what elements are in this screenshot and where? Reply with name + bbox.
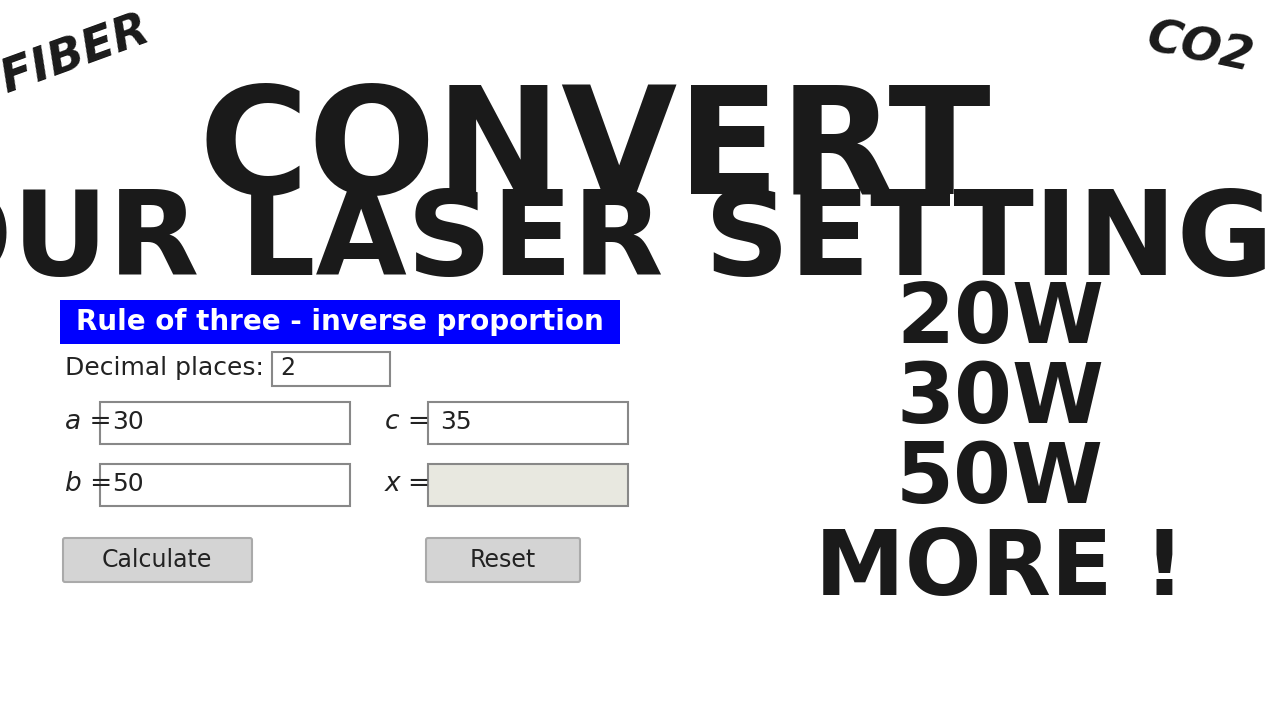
Text: Rule of three - inverse proportion: Rule of three - inverse proportion bbox=[76, 308, 604, 336]
Text: YOUR LASER SETTINGS: YOUR LASER SETTINGS bbox=[0, 185, 1280, 300]
Text: 30W: 30W bbox=[896, 359, 1103, 441]
Text: b =: b = bbox=[65, 471, 113, 497]
Text: 50W: 50W bbox=[896, 439, 1103, 521]
FancyBboxPatch shape bbox=[426, 538, 580, 582]
Text: 20W: 20W bbox=[896, 279, 1103, 361]
FancyBboxPatch shape bbox=[60, 300, 620, 344]
Text: CO2: CO2 bbox=[1143, 15, 1257, 81]
Text: Decimal places:: Decimal places: bbox=[65, 356, 264, 380]
FancyBboxPatch shape bbox=[100, 402, 349, 444]
Text: x =: x = bbox=[385, 471, 431, 497]
Text: Calculate: Calculate bbox=[102, 548, 212, 572]
Text: CONVERT: CONVERT bbox=[198, 80, 991, 225]
Text: Reset: Reset bbox=[470, 548, 536, 572]
FancyBboxPatch shape bbox=[63, 538, 252, 582]
Text: MORE !: MORE ! bbox=[815, 526, 1185, 614]
Text: 35: 35 bbox=[440, 410, 471, 434]
FancyBboxPatch shape bbox=[273, 352, 390, 386]
FancyBboxPatch shape bbox=[428, 402, 628, 444]
FancyBboxPatch shape bbox=[100, 464, 349, 506]
Text: 30: 30 bbox=[113, 410, 143, 434]
FancyBboxPatch shape bbox=[428, 464, 628, 506]
Text: a =: a = bbox=[65, 409, 111, 435]
Text: 2: 2 bbox=[280, 356, 294, 380]
Text: FIBER: FIBER bbox=[0, 7, 155, 102]
Text: c =: c = bbox=[385, 409, 430, 435]
Text: 50: 50 bbox=[113, 472, 143, 496]
